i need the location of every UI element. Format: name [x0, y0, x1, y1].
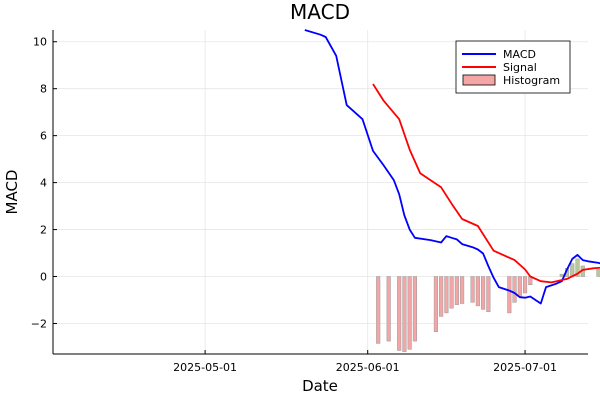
y-tick-label: 8 [40, 83, 47, 96]
histogram-bar [433, 276, 438, 332]
histogram-bar [397, 276, 402, 351]
x-tick-label: 2025-06-01 [336, 361, 400, 374]
histogram-bar [449, 276, 454, 309]
histogram-bar [475, 276, 480, 307]
histogram-bar [376, 276, 381, 344]
x-axis-title: Date [302, 377, 338, 395]
histogram-bar [402, 276, 407, 352]
histogram-bar [470, 276, 475, 303]
histogram-layer [376, 258, 600, 352]
histogram-bar [412, 276, 417, 342]
y-tick-label: 6 [40, 130, 47, 143]
macd-line [304, 29, 600, 305]
axes-layer: −2 0 2 4 6 8 10 2025-05-01 2025-06-01 2025-07-01 [31, 30, 588, 374]
y-axis-title: MACD [3, 170, 21, 215]
x-tick-label: 2025-07-01 [493, 361, 557, 374]
signal-line [372, 83, 600, 284]
histogram-bar [439, 276, 444, 317]
chart-title: MACD [290, 0, 350, 24]
histogram-bar [444, 276, 449, 314]
legend-histogram-label: Histogram [503, 74, 560, 87]
histogram-bar [460, 276, 465, 304]
histogram-bar [575, 258, 580, 277]
histogram-bar [507, 276, 512, 314]
y-tick-label: −2 [31, 317, 47, 330]
x-tick-label: 2025-05-01 [173, 361, 237, 374]
histogram-bar [407, 276, 412, 350]
y-tick-label: 2 [40, 224, 47, 237]
histogram-bar [454, 276, 459, 305]
histogram-bar [512, 276, 517, 303]
legend-signal-label: Signal [503, 61, 537, 74]
y-tick-label: 0 [40, 271, 47, 284]
histogram-bar [523, 276, 528, 294]
y-tick-label: 4 [40, 177, 47, 190]
histogram-bar [596, 269, 600, 277]
histogram-bar [517, 276, 522, 297]
lines-layer [304, 29, 600, 305]
histogram-bar [559, 273, 564, 277]
histogram-bar [386, 276, 391, 342]
legend-histogram-swatch [462, 74, 496, 86]
histogram-bar [570, 263, 575, 277]
histogram-bar [481, 276, 486, 310]
y-tick-label: 10 [33, 36, 47, 49]
legend-macd-label: MACD [503, 48, 536, 61]
legend: MACD Signal Histogram [455, 40, 571, 94]
histogram-bar [486, 276, 491, 312]
